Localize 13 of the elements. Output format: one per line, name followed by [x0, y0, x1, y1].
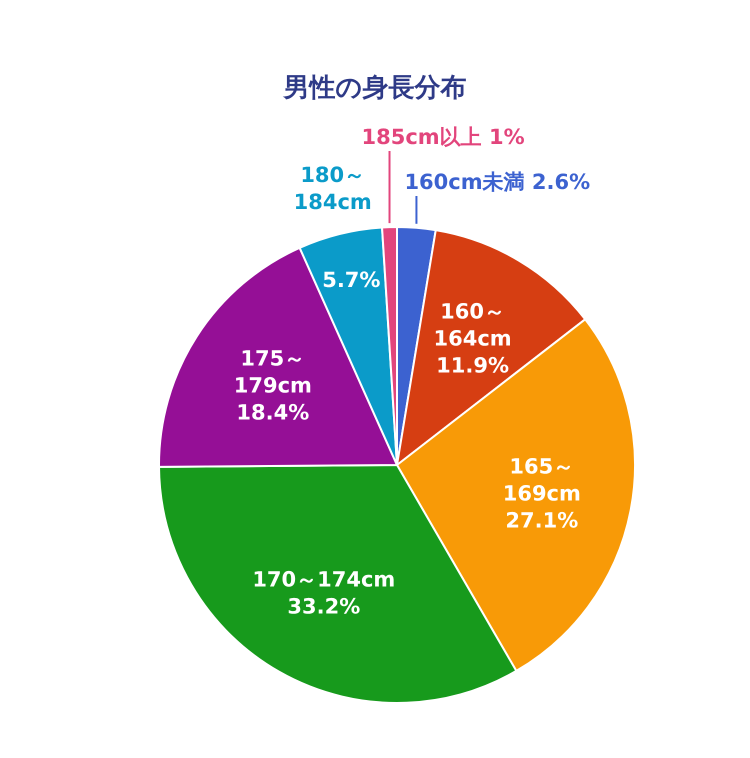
data-label: 18.4% — [236, 400, 310, 424]
slice-label: 185cm以上 1% — [362, 125, 525, 149]
slice-label: 180～184cm — [294, 162, 372, 214]
data-label: 33.2% — [287, 594, 360, 619]
data-label: 5.7% — [322, 268, 380, 292]
slice-label: 160cm未満 2.6% — [404, 170, 590, 194]
slice-label: 165～169cm — [502, 454, 581, 506]
data-label: 11.9% — [436, 353, 510, 378]
data-label: 27.1% — [505, 508, 578, 532]
slice-label: 175～179cm — [234, 346, 312, 398]
slice-label: 170～174cm — [252, 568, 396, 592]
chart-title: 男性の身長分布 — [282, 72, 468, 105]
slice-label: 160～164cm — [433, 299, 512, 350]
